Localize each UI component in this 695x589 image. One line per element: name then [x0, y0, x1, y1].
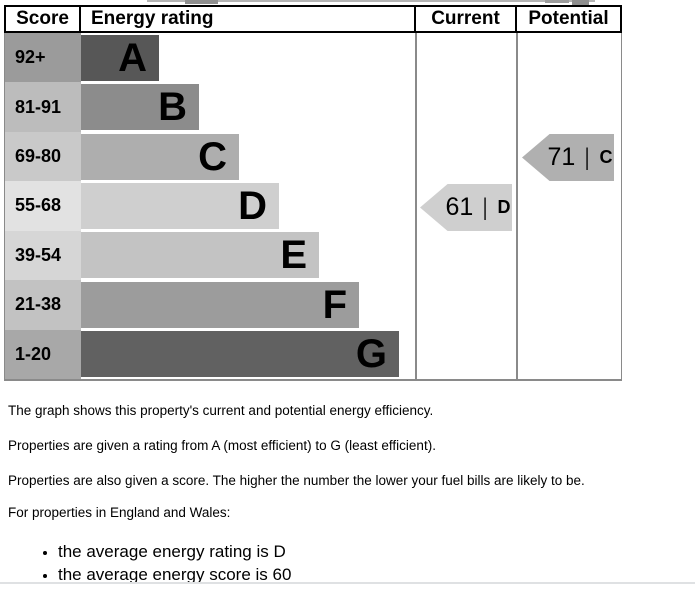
column-divider-potential — [516, 33, 518, 379]
chart-header-row: Score Energy rating Current Potential — [4, 5, 622, 33]
bottom-divider — [0, 582, 695, 584]
band-row-a: 92+ A — [5, 33, 621, 83]
rating-bar-a: A — [81, 34, 159, 81]
clipped-line — [147, 0, 595, 2]
clipped-text-fragment — [185, 0, 218, 4]
band-row-e: 39-54 E — [5, 230, 621, 281]
rating-letter-f: F — [322, 282, 347, 327]
rating-bar-b: B — [81, 84, 199, 131]
rating-bar-f: F — [81, 281, 359, 328]
average-score-item: the average energy score is 60 — [58, 563, 695, 586]
header-potential: Potential — [517, 7, 620, 31]
average-rating-item: the average energy rating is D — [58, 540, 695, 563]
score-range-b: 81-91 — [5, 82, 81, 132]
rating-bar-c: C — [81, 133, 239, 180]
potential-score-value: 71 — [547, 143, 576, 171]
rating-letter-c: C — [198, 134, 227, 179]
band-row-g: 1-20 G — [5, 329, 621, 379]
paragraph-score-explanation: Properties are also given a score. The h… — [8, 473, 585, 488]
score-range-e: 39-54 — [5, 230, 81, 281]
header-current: Current — [416, 7, 515, 31]
rating-letter-d: D — [238, 183, 267, 228]
paragraph-england-wales: For properties in England and Wales: — [8, 505, 231, 520]
score-range-d: 55-68 — [5, 181, 81, 231]
column-divider-current — [415, 33, 417, 379]
header-energy-rating: Energy rating — [81, 7, 414, 31]
rating-letter-e: E — [280, 233, 307, 278]
clipped-text-fragment — [572, 0, 589, 5]
score-range-c: 69-80 — [5, 131, 81, 182]
band-row-d: 55-68 D — [5, 181, 621, 231]
potential-separator: | — [585, 143, 590, 171]
clipped-text-fragment — [545, 0, 569, 3]
chart-body: 92+ A 81-91 B 69-80 C 55-68 D 39-54 — [4, 33, 622, 381]
rating-letter-g: G — [355, 332, 387, 377]
band-row-f: 21-38 F — [5, 280, 621, 330]
rating-bar-d: D — [81, 182, 279, 229]
band-row-b: 81-91 B — [5, 82, 621, 132]
paragraph-graph-description: The graph shows this property's current … — [8, 403, 434, 418]
current-score-value: 61 — [445, 193, 474, 221]
band-row-c: 69-80 C — [5, 131, 621, 182]
averages-list: the average energy rating is D the avera… — [0, 540, 695, 586]
rating-bar-g: G — [81, 331, 399, 378]
current-separator: | — [483, 193, 488, 221]
rating-bar-e: E — [81, 232, 319, 279]
rating-letter-a: A — [118, 35, 147, 80]
score-range-g: 1-20 — [5, 329, 81, 379]
current-rating-letter: D — [497, 197, 511, 217]
header-score: Score — [6, 7, 79, 31]
potential-rating-letter: C — [599, 147, 613, 167]
score-range-a: 92+ — [5, 33, 81, 83]
rating-letter-b: B — [158, 85, 187, 130]
clipped-content-remnant — [0, 0, 695, 6]
explanatory-text: The graph shows this property's current … — [0, 383, 695, 586]
paragraph-rating-scale: Properties are given a rating from A (mo… — [8, 438, 436, 453]
epc-rating-chart: Score Energy rating Current Potential 92… — [4, 5, 622, 381]
score-range-f: 21-38 — [5, 280, 81, 330]
